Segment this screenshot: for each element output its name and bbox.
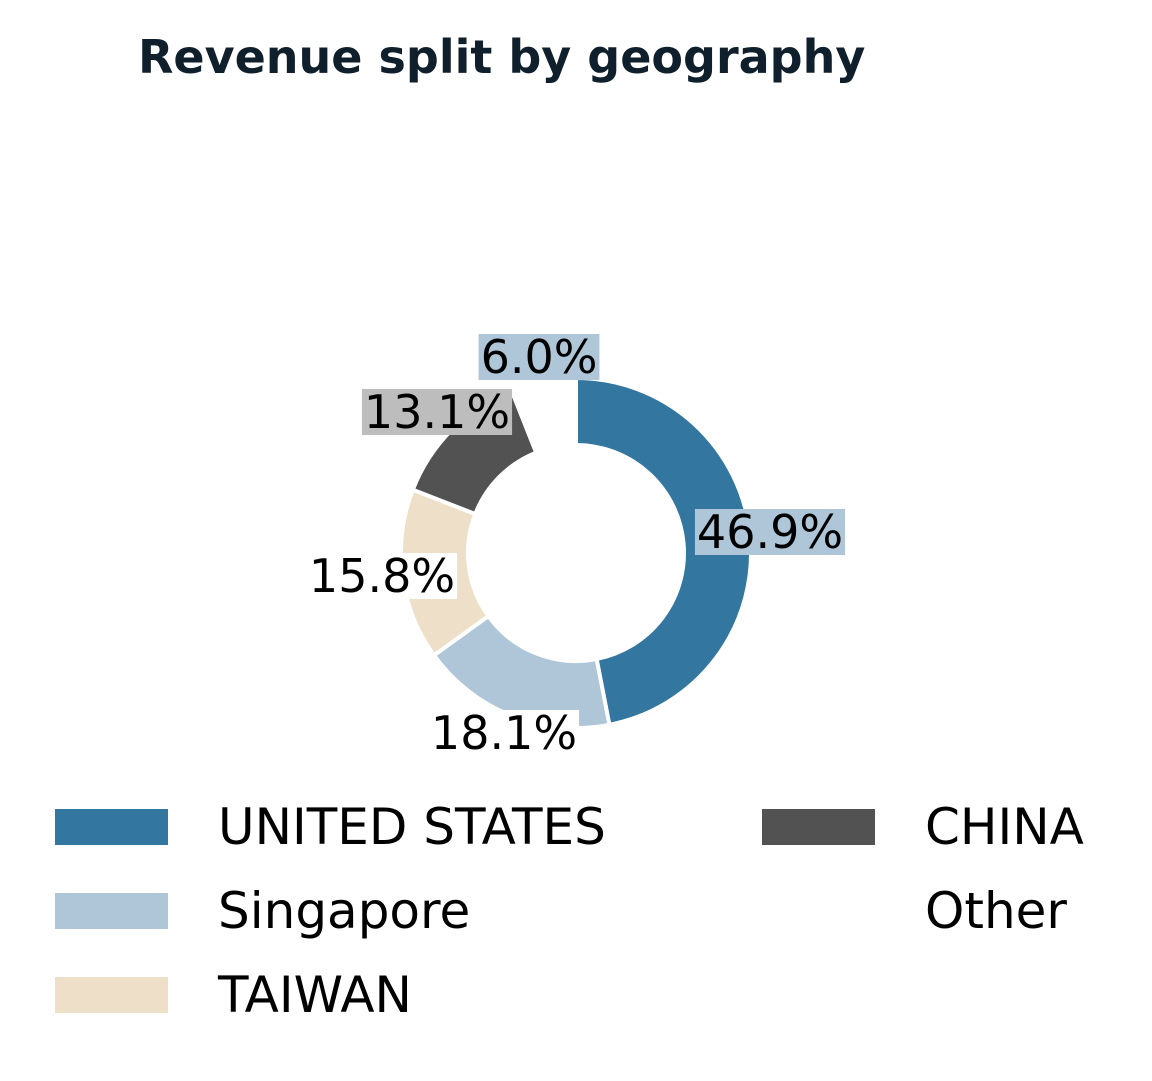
- svg-text:18.1%: 18.1%: [431, 706, 577, 760]
- legend-label-singapore: Singapore: [218, 882, 470, 940]
- legend-item-singapore: Singapore: [55, 882, 470, 940]
- legend: UNITED STATES Singapore TAIWAN CHINA Other: [55, 798, 1084, 1024]
- svg-text:15.8%: 15.8%: [309, 549, 455, 603]
- legend-label-china: CHINA: [925, 798, 1084, 856]
- svg-text:46.9%: 46.9%: [697, 505, 843, 559]
- legend-item-taiwan: TAIWAN: [55, 966, 412, 1024]
- value-label-united-states: 46.9%: [694, 505, 846, 559]
- svg-text:13.1%: 13.1%: [364, 385, 510, 439]
- slice-united-states: [574, 376, 753, 727]
- legend-label-other: Other: [925, 882, 1067, 940]
- value-label-singapore: 18.1%: [428, 706, 580, 760]
- legend-swatch-other: [762, 893, 875, 929]
- legend-swatch-united-states: [55, 809, 168, 845]
- legend-item-china: CHINA: [762, 798, 1084, 856]
- value-label-other: 6.0%: [478, 330, 600, 384]
- slice-other: [509, 376, 578, 455]
- svg-text:6.0%: 6.0%: [481, 330, 598, 384]
- value-label-china: 13.1%: [361, 385, 513, 439]
- legend-swatch-singapore: [55, 893, 168, 929]
- donut-slices: [399, 376, 753, 730]
- value-label-taiwan: 15.8%: [306, 549, 458, 603]
- legend-swatch-taiwan: [55, 977, 168, 1013]
- legend-swatch-china: [762, 809, 875, 845]
- legend-label-taiwan: TAIWAN: [217, 966, 412, 1024]
- legend-item-other: Other: [762, 882, 1067, 940]
- legend-label-united-states: UNITED STATES: [218, 798, 606, 856]
- legend-item-united-states: UNITED STATES: [55, 798, 606, 856]
- chart-title: Revenue split by geography: [138, 30, 865, 84]
- slice-labels: 46.9% 18.1% 15.8% 13.1%6.0%: [306, 330, 846, 760]
